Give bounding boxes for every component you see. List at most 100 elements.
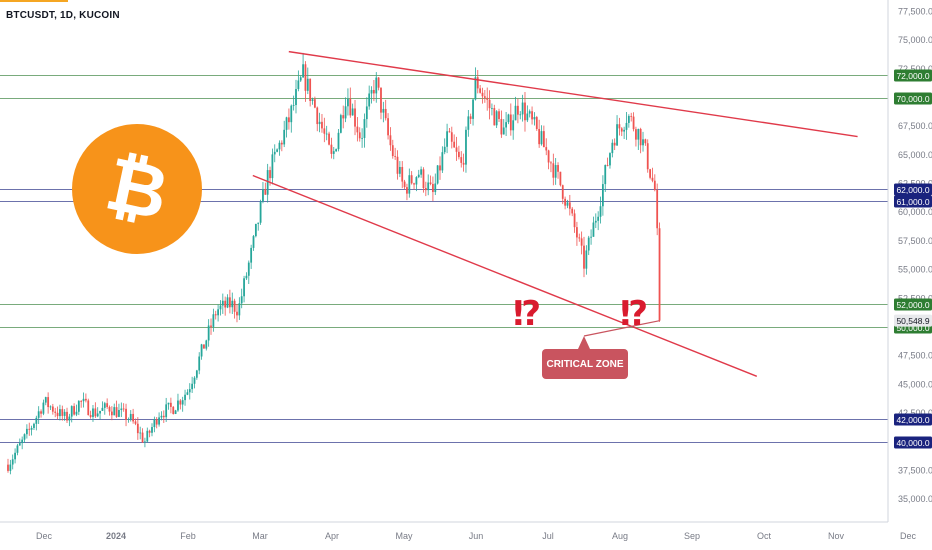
candle-body: [195, 370, 198, 378]
y-tick-label: 67,500.0: [898, 121, 932, 131]
candle-body: [498, 111, 500, 119]
candle-body: [42, 402, 45, 414]
candle-body: [16, 445, 19, 453]
candle-body: [70, 406, 73, 417]
candle-body: [368, 93, 371, 107]
candle-body: [233, 300, 236, 312]
candle-body: [590, 236, 592, 238]
candle-body: [7, 464, 9, 471]
candle-body: [646, 143, 649, 170]
x-tick-label: Dec: [900, 531, 917, 541]
candle-body: [200, 344, 203, 357]
candle-body: [125, 408, 127, 420]
candle-body: [290, 105, 293, 123]
candle-body: [524, 102, 526, 121]
candle-body: [75, 411, 78, 415]
price-axis-bg: [888, 0, 932, 550]
candle-body: [491, 108, 493, 109]
candle-body: [37, 411, 40, 418]
candle-body: [651, 177, 654, 181]
candle-body: [380, 87, 382, 113]
candle-body: [585, 250, 588, 269]
candle-body: [139, 432, 142, 434]
candle-body: [604, 165, 607, 185]
candle-body: [254, 223, 257, 237]
candle-body: [240, 296, 243, 304]
level-label-bg: [894, 436, 932, 449]
level-label: 50,000.0: [896, 323, 929, 333]
candle-body: [592, 222, 595, 237]
level-label: 62,000.0: [896, 185, 929, 195]
level-label: 42,000.0: [896, 415, 929, 425]
candle-body: [311, 99, 314, 101]
candle-body: [35, 417, 38, 424]
candle-body: [597, 216, 600, 221]
candle-body: [479, 88, 482, 93]
candle-body: [23, 434, 26, 440]
candle-body: [153, 419, 156, 428]
y-tick-label: 55,000.0: [898, 265, 932, 275]
candle-body: [160, 415, 163, 418]
candle-body: [54, 411, 57, 413]
candle-body: [609, 153, 611, 166]
candle-body: [408, 175, 411, 194]
candle-body: [439, 165, 441, 171]
candle-body: [417, 174, 420, 178]
candle-body: [450, 132, 453, 142]
level-label: 40,000.0: [896, 438, 929, 448]
candle-body: [538, 128, 541, 145]
candle-body: [344, 106, 347, 119]
candle-body: [483, 96, 486, 98]
level-label: 61,000.0: [896, 197, 929, 207]
y-tick-label: 65,000.0: [898, 150, 932, 160]
candle-body: [259, 201, 262, 223]
candle-body: [221, 300, 224, 306]
candle-body: [526, 113, 529, 121]
candle-body: [73, 406, 75, 415]
question-mark-left: ⁉: [513, 294, 542, 334]
candle-body: [642, 139, 644, 146]
candle-body: [63, 411, 66, 416]
candle-body: [129, 413, 132, 420]
candle-body: [436, 165, 439, 184]
candle-body: [658, 228, 661, 321]
x-tick-label: Aug: [612, 531, 628, 541]
y-tick-label: 75,000.0: [898, 35, 932, 45]
level-label: 72,000.0: [896, 71, 929, 81]
level-label: 70,000.0: [896, 94, 929, 104]
candle-body: [623, 129, 626, 132]
candle-body: [165, 404, 168, 418]
candle-body: [47, 397, 50, 408]
level-label-bg: [894, 195, 932, 208]
candle-body: [441, 152, 444, 171]
candle-body: [120, 408, 123, 411]
candle-body: [540, 131, 543, 145]
level-label: 52,000.0: [896, 300, 929, 310]
level-label-bg: [894, 413, 932, 426]
candle-body: [424, 188, 427, 191]
candle-body: [184, 394, 186, 401]
y-tick-label: 42,500.0: [898, 408, 932, 418]
candle-body: [113, 407, 116, 416]
candle-body: [247, 262, 250, 276]
candle-body: [68, 416, 71, 421]
candle-body: [432, 183, 434, 193]
level-label-bg: [894, 183, 932, 196]
last-price-tag: [894, 314, 932, 327]
candle-body: [158, 417, 160, 425]
question-mark-right: ⁉: [620, 294, 649, 334]
candle-body: [429, 182, 432, 184]
candle-body: [557, 165, 559, 172]
candle-body: [354, 108, 356, 127]
candle-body: [188, 389, 191, 393]
candle-body: [155, 419, 158, 425]
candle-body: [167, 402, 170, 405]
candle-body: [394, 156, 397, 157]
candle-body: [210, 325, 212, 327]
candle-body: [30, 427, 33, 430]
candle-body: [172, 406, 175, 414]
candle-body: [521, 102, 524, 115]
candle-body: [460, 157, 463, 163]
candle-body: [297, 80, 300, 90]
